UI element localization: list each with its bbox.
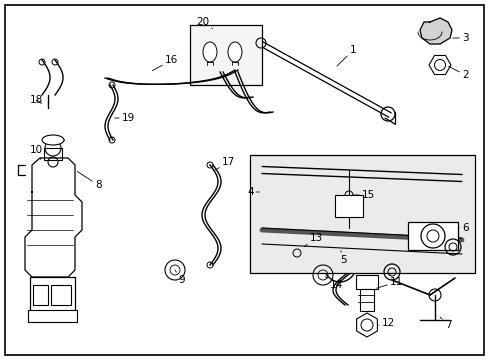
Text: 9: 9	[175, 270, 184, 285]
Bar	[355, 275, 377, 289]
Bar	[190, 25, 262, 85]
Text: 6: 6	[457, 223, 468, 233]
Bar	[28, 310, 77, 322]
Text: 2: 2	[447, 66, 468, 80]
Ellipse shape	[227, 42, 242, 62]
Bar	[336, 183, 356, 191]
Text: 7: 7	[439, 317, 451, 330]
Text: 20: 20	[196, 17, 212, 28]
Bar	[30, 277, 75, 312]
Bar	[33, 285, 48, 305]
Text: 12: 12	[378, 318, 394, 328]
Text: 15: 15	[352, 190, 374, 200]
Text: 5: 5	[339, 251, 346, 265]
Text: 1: 1	[336, 45, 356, 66]
Bar	[359, 289, 373, 311]
Text: 18: 18	[30, 95, 43, 105]
Text: 13: 13	[304, 233, 323, 247]
Text: 8: 8	[77, 171, 102, 190]
Bar	[287, 248, 305, 258]
Polygon shape	[419, 18, 451, 44]
Text: 19: 19	[115, 113, 135, 123]
Bar	[51, 285, 71, 305]
Text: 10: 10	[30, 145, 43, 159]
Text: 4: 4	[246, 187, 259, 197]
Bar	[452, 227, 464, 245]
Text: 3: 3	[452, 33, 468, 43]
Ellipse shape	[203, 42, 217, 62]
Bar	[340, 191, 352, 199]
Bar	[407, 222, 457, 250]
Bar	[249, 155, 474, 273]
Text: 11: 11	[376, 277, 403, 288]
Text: 17: 17	[214, 157, 235, 171]
Bar	[334, 195, 362, 217]
Text: 14: 14	[325, 276, 343, 290]
Text: 16: 16	[152, 55, 178, 71]
Ellipse shape	[42, 135, 64, 145]
Bar	[282, 252, 289, 260]
Bar	[44, 148, 62, 160]
